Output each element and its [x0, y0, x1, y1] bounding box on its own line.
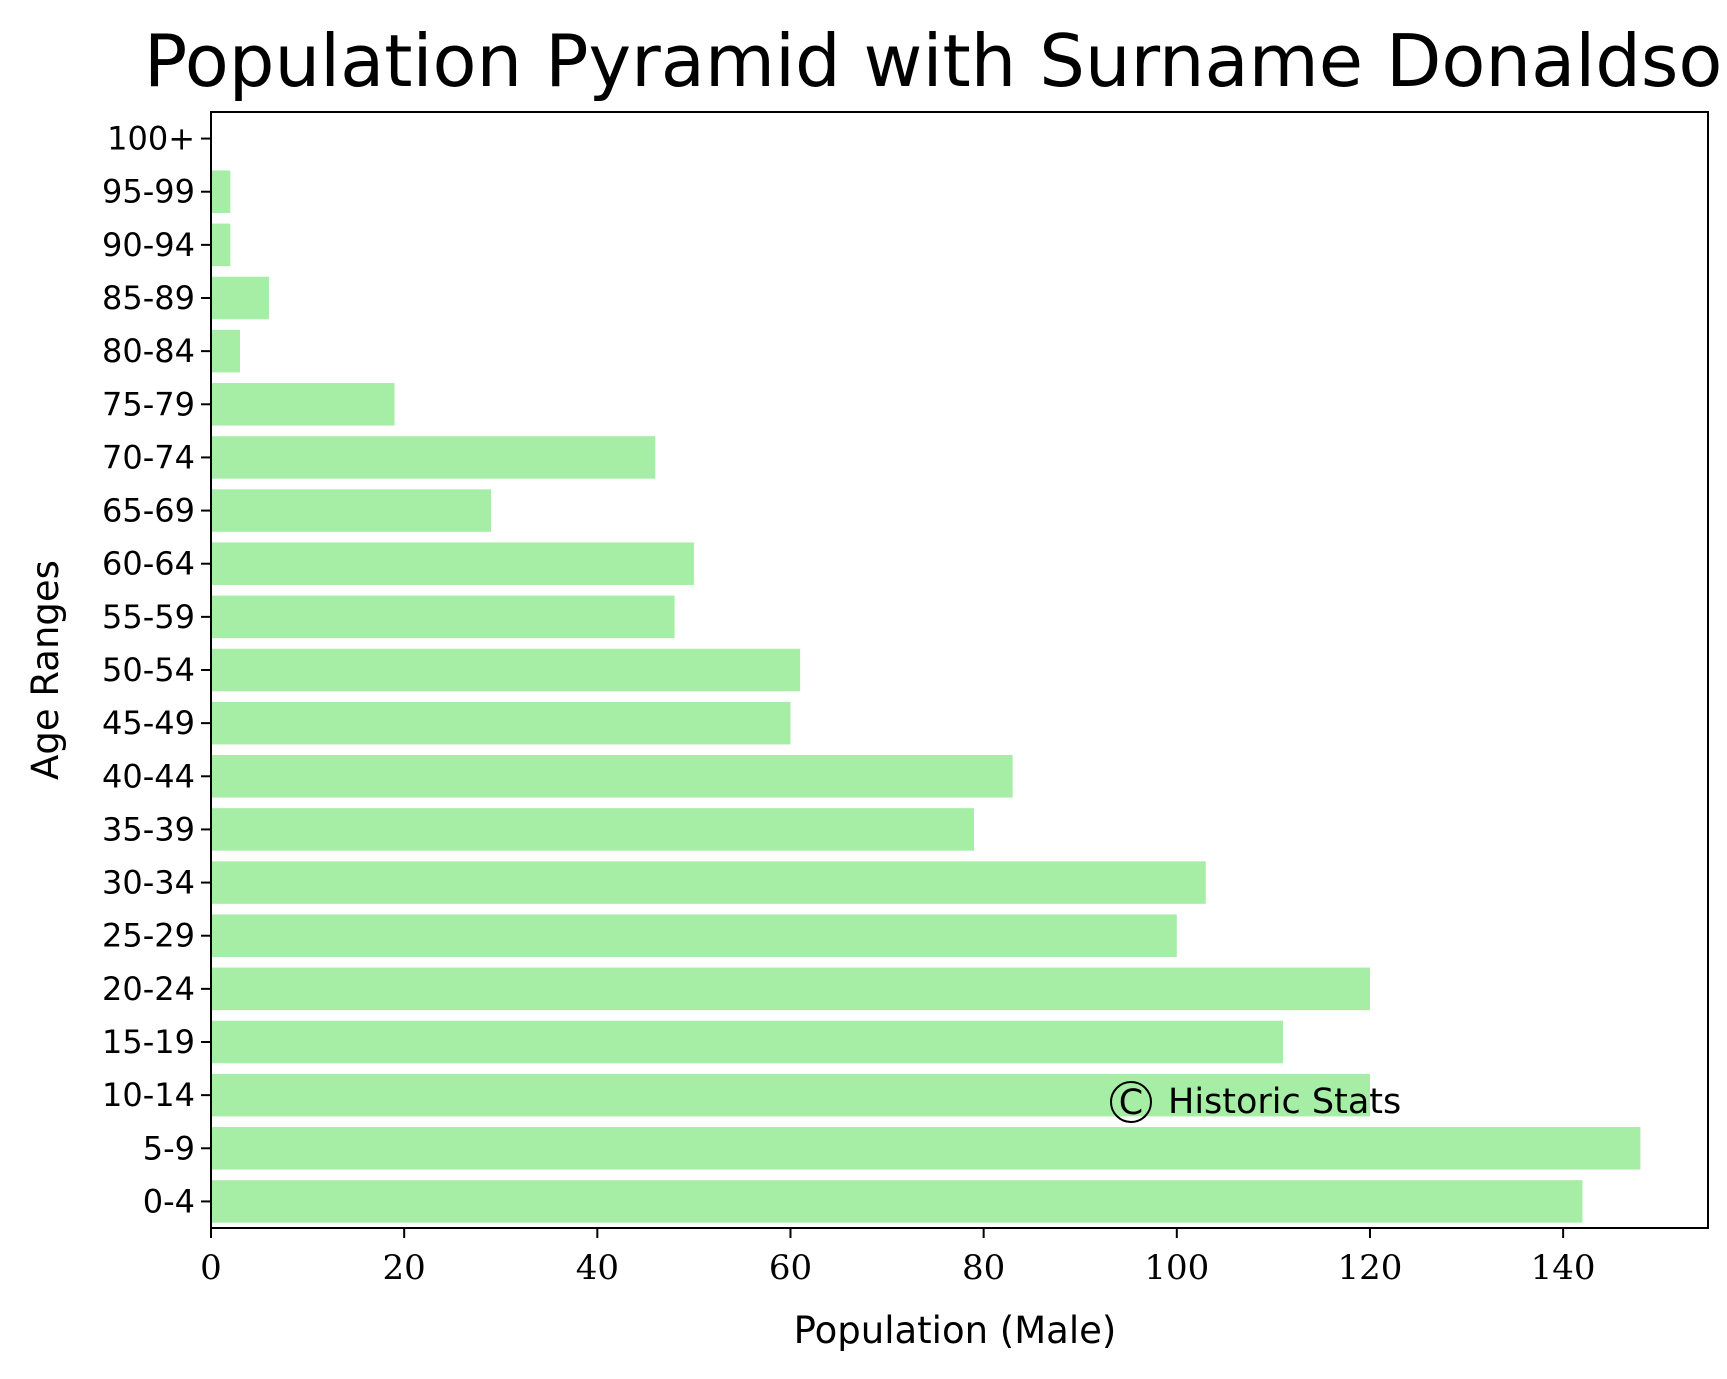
- y-tick-label: 60-64: [102, 545, 195, 583]
- x-axis-label: Population (Male): [794, 1309, 1117, 1352]
- bar-20-24: [211, 967, 1370, 1011]
- y-tick-label: 15-19: [102, 1023, 195, 1061]
- bar-0-4: [211, 1180, 1583, 1223]
- bar-80-84: [211, 329, 240, 373]
- y-tick-label: 10-14: [102, 1076, 195, 1114]
- bar-5-9: [211, 1127, 1641, 1170]
- y-tick-label: 100+: [107, 120, 195, 158]
- plot-frame: [210, 111, 1709, 1229]
- watermark: C Historic Stats: [1110, 1081, 1401, 1123]
- copyright-symbol: C: [1119, 1083, 1143, 1123]
- y-tick-label: 70-74: [102, 438, 195, 476]
- bar-90-94: [211, 223, 231, 267]
- x-tick-label: 20: [383, 1248, 426, 1288]
- x-tick-label: 80: [962, 1248, 1005, 1288]
- y-tick-label: 90-94: [102, 226, 195, 264]
- x-tick-label: 100: [1144, 1248, 1209, 1288]
- chart-title: Population Pyramid with Surname Donaldso…: [144, 19, 1727, 103]
- bar-35-39: [211, 808, 974, 851]
- y-tick-label: 80-84: [102, 332, 195, 370]
- bar-65-69: [211, 489, 492, 532]
- x-tick-label: 0: [200, 1248, 222, 1288]
- y-tick-label: 0-4: [143, 1182, 195, 1220]
- bar-95-99: [211, 170, 231, 213]
- x-tick-label: 120: [1338, 1248, 1403, 1288]
- y-tick-label: 45-49: [102, 704, 195, 742]
- y-tick-label: 40-44: [102, 757, 195, 795]
- y-tick-label: 50-54: [102, 651, 195, 689]
- y-tick-label: 85-89: [102, 279, 195, 317]
- x-tick-label: 60: [769, 1248, 812, 1288]
- bar-75-79: [211, 383, 395, 426]
- watermark-text: Historic Stats: [1168, 1082, 1401, 1122]
- y-tick-label: 95-99: [102, 173, 195, 211]
- y-tick-label: 65-69: [102, 492, 195, 530]
- copyright-icon: [1110, 1081, 1152, 1123]
- y-tick-label: 20-24: [102, 970, 195, 1008]
- bars-layer: [211, 170, 1641, 1223]
- y-tick-label: 30-34: [102, 864, 195, 902]
- x-tick-label: 40: [576, 1248, 619, 1288]
- y-tick-label: 25-29: [102, 917, 195, 955]
- x-tick-label: 140: [1531, 1248, 1596, 1288]
- x-axis-ticks: 0 20 40 60 80 100 120 140: [200, 1228, 1596, 1288]
- bar-55-59: [211, 595, 675, 639]
- y-tick-label: 75-79: [102, 385, 195, 423]
- bar-50-54: [211, 648, 801, 692]
- bar-45-49: [211, 701, 791, 745]
- y-tick-label: 55-59: [102, 598, 195, 636]
- bar-60-64: [211, 542, 694, 585]
- y-tick-label: 5-9: [143, 1129, 195, 1167]
- bar-40-44: [211, 755, 1013, 798]
- bar-70-74: [211, 436, 656, 479]
- bar-85-89: [211, 276, 269, 320]
- bar-10-14: [211, 1073, 1370, 1117]
- y-tick-label: 35-39: [102, 810, 195, 848]
- bar-30-34: [211, 861, 1206, 904]
- y-axis-label: Age Ranges: [24, 560, 67, 780]
- y-axis-ticks: 0-4 5-9 10-14 15-19 20-24 25-29 30-34 35-39 40-4…: [102, 120, 211, 1220]
- bar-15-19: [211, 1020, 1284, 1064]
- bar-25-29: [211, 914, 1177, 957]
